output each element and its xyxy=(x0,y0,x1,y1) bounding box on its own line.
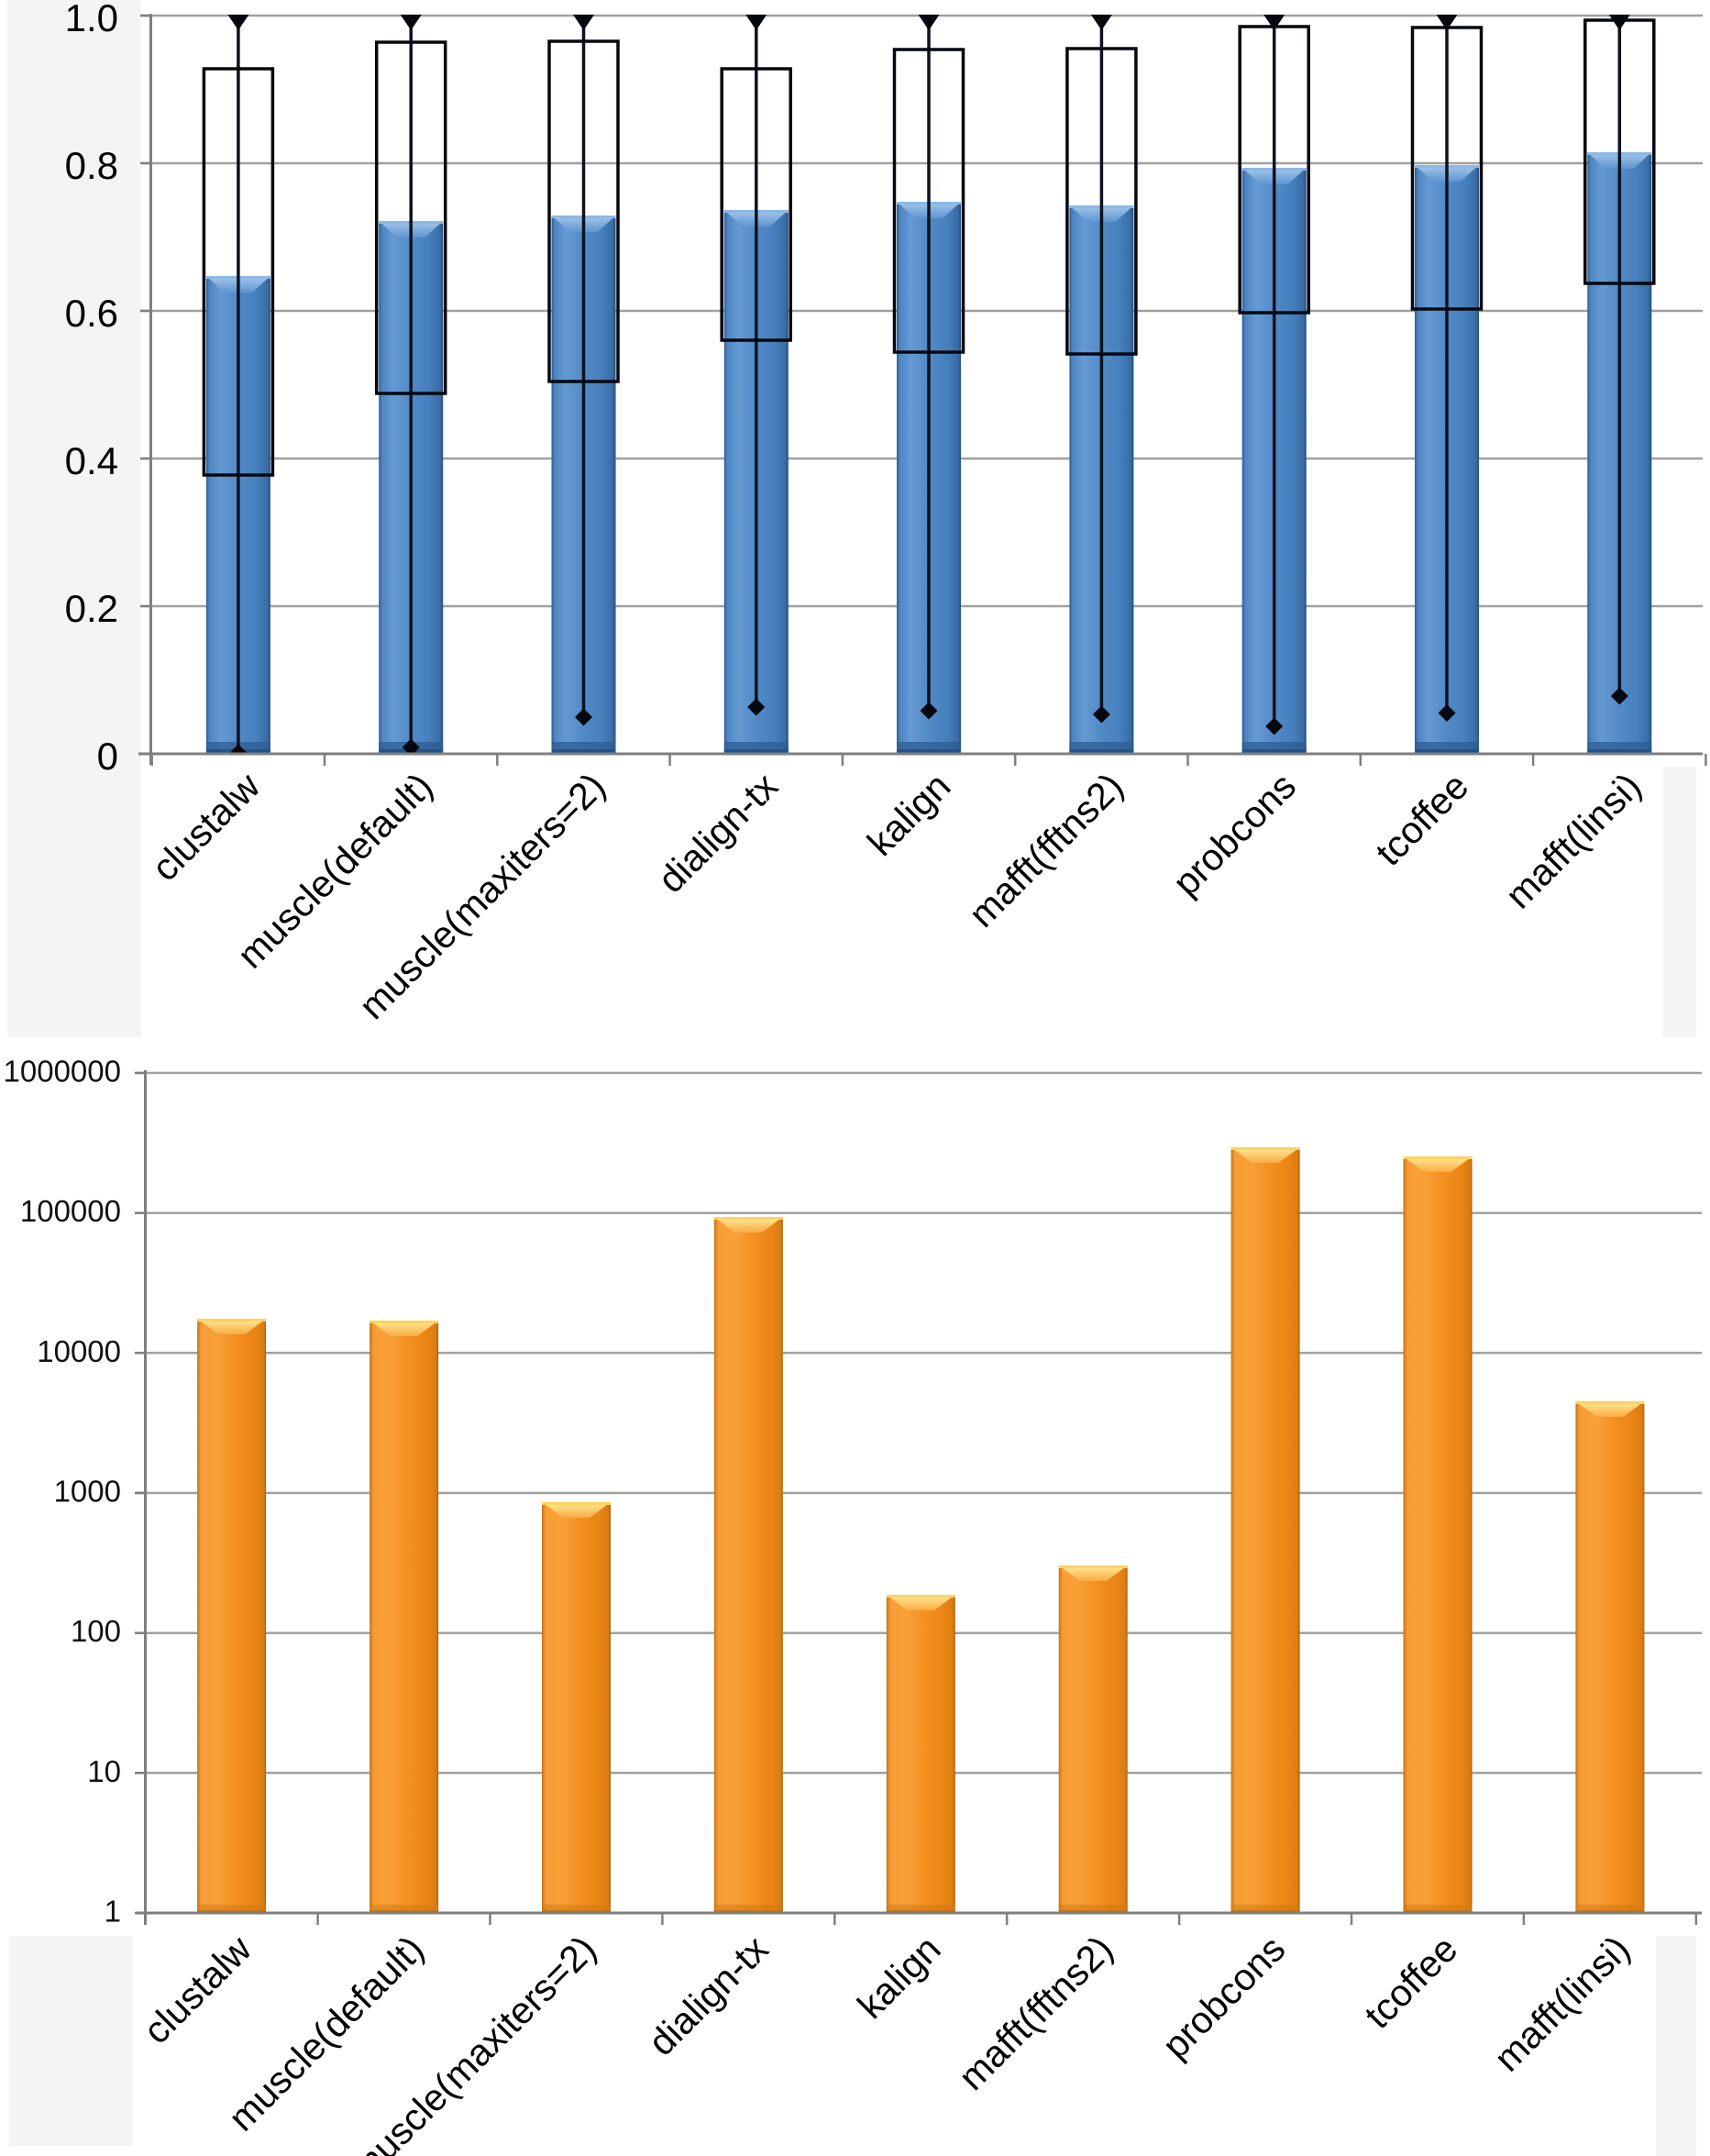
svg-text:1000000: 1000000 xyxy=(4,1055,121,1089)
svg-text:10: 10 xyxy=(87,1754,121,1788)
svg-text:1: 1 xyxy=(105,1895,121,1929)
svg-text:0.2: 0.2 xyxy=(65,587,118,630)
svg-text:10000: 10000 xyxy=(37,1334,121,1368)
svg-text:100: 100 xyxy=(71,1614,121,1648)
svg-text:0: 0 xyxy=(97,735,118,778)
svg-text:0.8: 0.8 xyxy=(65,144,118,187)
svg-text:1.0: 1.0 xyxy=(65,0,118,39)
svg-text:0.6: 0.6 xyxy=(65,292,118,335)
svg-text:100000: 100000 xyxy=(20,1194,121,1228)
svg-text:0.4: 0.4 xyxy=(65,439,118,482)
svg-text:1000: 1000 xyxy=(54,1475,121,1509)
